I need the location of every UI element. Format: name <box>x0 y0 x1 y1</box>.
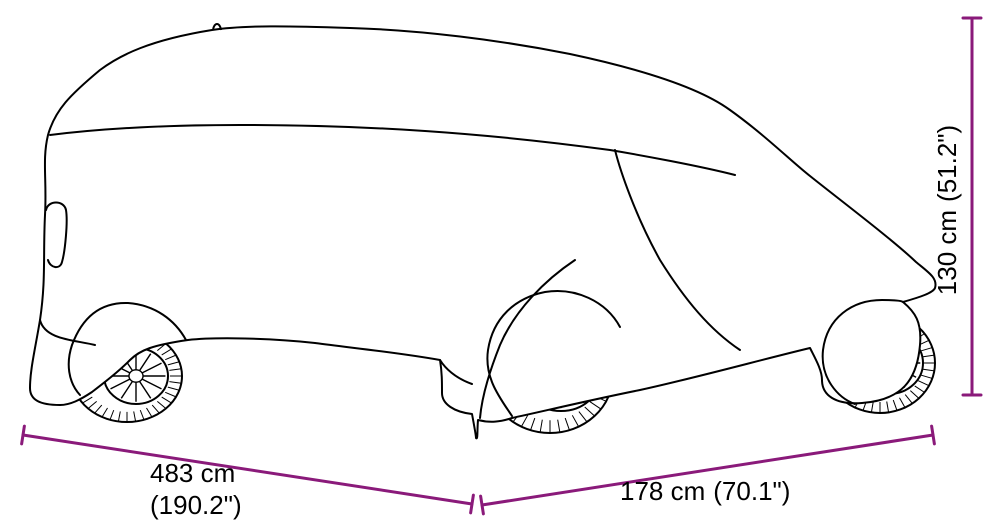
dimension-length <box>22 426 474 513</box>
length-label: 483 cm(190.2") <box>150 458 242 520</box>
dimension-width <box>481 426 935 514</box>
width-label: 178 cm(70.1") <box>620 476 790 506</box>
dimension-height <box>963 18 981 395</box>
dimension-diagram: 483 cm(190.2") 178 cm(70.1") 130 cm(51.2") <box>0 0 1003 522</box>
car-drawing <box>30 24 936 438</box>
height-label: 130 cm(51.2") <box>932 125 962 295</box>
